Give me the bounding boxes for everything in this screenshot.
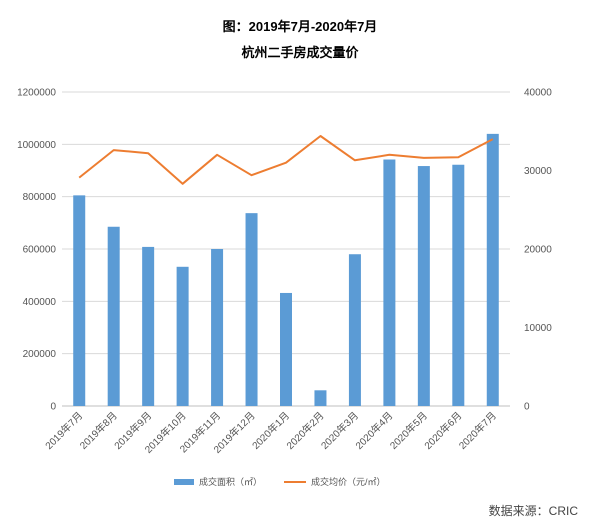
y-right-tick-label: 10000 — [524, 323, 552, 334]
bar — [314, 390, 327, 406]
bar — [486, 133, 499, 406]
bar — [348, 254, 361, 406]
bar — [176, 266, 189, 406]
y-right-tick-label: 40000 — [524, 88, 552, 99]
legend-label-area: 成交面积（㎡） — [199, 476, 262, 487]
bar — [280, 292, 292, 406]
y-right-tick-label: 0 — [524, 402, 530, 413]
y-left-tick-label: 0 — [50, 402, 56, 413]
bar — [452, 164, 465, 406]
data-source: 数据来源：CRIC — [488, 504, 578, 518]
legend-label-price: 成交均价（元/㎡） — [311, 476, 386, 487]
y-left-tick-label: 600000 — [23, 245, 57, 256]
bar — [107, 226, 120, 406]
bar — [142, 246, 155, 406]
price-line — [78, 135, 494, 185]
y-left-tick-label: 800000 — [23, 192, 57, 203]
bar — [73, 195, 86, 406]
y-right-tick-label: 20000 — [524, 245, 552, 256]
y-left-tick-label: 200000 — [23, 349, 57, 360]
y-left-tick-label: 1200000 — [17, 88, 56, 99]
bar — [211, 249, 224, 406]
chart-subtitle: 杭州二手房成交量价 — [241, 45, 359, 60]
chart-title: 图：2019年7月-2020年7月 — [222, 19, 378, 34]
y-right-tick-label: 30000 — [524, 166, 552, 177]
legend-swatch-area — [174, 479, 194, 485]
bar — [417, 166, 430, 406]
bar — [383, 159, 396, 406]
x-tick-label: 2020年7月 — [456, 409, 499, 452]
y-left-tick-label: 400000 — [23, 297, 57, 308]
bar — [245, 213, 258, 406]
y-left-tick-label: 1000000 — [17, 140, 56, 151]
